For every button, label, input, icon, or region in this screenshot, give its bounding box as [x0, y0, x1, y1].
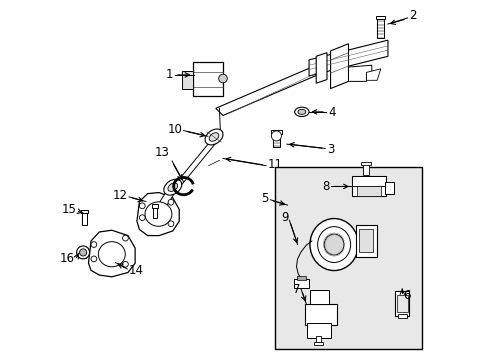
Circle shape [139, 215, 145, 221]
Ellipse shape [324, 234, 344, 255]
Ellipse shape [167, 183, 177, 192]
Text: 7: 7 [292, 283, 300, 296]
Bar [355, 225, 376, 257]
Ellipse shape [294, 107, 308, 117]
Ellipse shape [98, 242, 125, 267]
Bar [351, 176, 386, 196]
Text: 3: 3 [326, 143, 334, 156]
Text: 16: 16 [60, 252, 75, 265]
Text: 5: 5 [261, 192, 268, 205]
Circle shape [122, 235, 128, 241]
Text: 2: 2 [408, 9, 416, 22]
Polygon shape [366, 69, 380, 80]
Ellipse shape [209, 133, 219, 141]
Text: 8: 8 [322, 180, 329, 193]
Bar [396, 295, 407, 312]
Circle shape [168, 199, 174, 205]
Circle shape [77, 246, 89, 259]
Bar [359, 229, 372, 252]
Bar [376, 19, 383, 39]
Polygon shape [88, 230, 135, 277]
Bar [293, 279, 308, 288]
Polygon shape [330, 44, 348, 89]
Polygon shape [148, 189, 177, 220]
Bar [385, 182, 394, 194]
Bar [270, 130, 281, 134]
Text: 13: 13 [154, 146, 169, 159]
Bar [357, 186, 380, 196]
Bar [362, 164, 368, 175]
Polygon shape [137, 193, 179, 235]
Bar [351, 176, 386, 186]
Bar [182, 71, 193, 89]
Circle shape [80, 249, 86, 256]
Polygon shape [316, 53, 326, 83]
Circle shape [139, 203, 145, 209]
Ellipse shape [309, 219, 358, 271]
Text: 11: 11 [267, 158, 282, 171]
Bar [361, 162, 370, 165]
Bar [274, 167, 421, 348]
Ellipse shape [297, 109, 305, 114]
Circle shape [271, 131, 281, 141]
Circle shape [91, 242, 97, 247]
Text: 10: 10 [167, 122, 182, 136]
Bar [152, 204, 158, 208]
Text: 6: 6 [402, 289, 409, 302]
Text: 1: 1 [165, 68, 172, 81]
Bar [375, 16, 384, 19]
Circle shape [122, 261, 128, 267]
Polygon shape [215, 65, 323, 116]
Bar [296, 276, 305, 280]
Ellipse shape [163, 179, 182, 195]
Circle shape [91, 256, 97, 262]
Ellipse shape [317, 226, 350, 262]
Bar [304, 304, 336, 325]
Text: 15: 15 [62, 203, 77, 216]
Bar [394, 291, 408, 316]
Ellipse shape [144, 202, 171, 226]
Bar [397, 315, 406, 318]
Bar [153, 207, 157, 219]
Bar [81, 210, 88, 213]
Polygon shape [192, 62, 223, 96]
Bar [314, 342, 323, 345]
Bar [309, 290, 329, 304]
Polygon shape [308, 40, 387, 76]
Text: 14: 14 [129, 264, 144, 277]
Bar [306, 323, 330, 338]
Bar [316, 336, 321, 342]
Text: 12: 12 [113, 189, 128, 202]
Circle shape [218, 74, 227, 83]
Circle shape [168, 221, 174, 226]
Ellipse shape [204, 129, 223, 145]
Polygon shape [167, 139, 219, 194]
Polygon shape [348, 65, 371, 81]
Bar [273, 134, 279, 147]
Bar [82, 212, 86, 225]
Text: 9: 9 [280, 211, 287, 224]
Text: 4: 4 [327, 106, 335, 119]
